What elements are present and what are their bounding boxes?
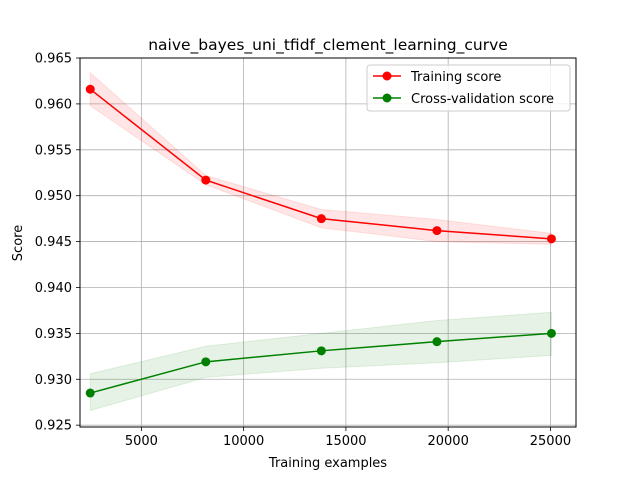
y-tick-label: 0.935 <box>35 327 72 342</box>
y-axis-ticks: 0.925 0.930 0.935 0.940 0.945 0.950 0.955 0.960… <box>35 52 80 434</box>
y-tick-label: 0.925 <box>35 419 72 434</box>
y-tick-label: 0.945 <box>35 235 72 250</box>
cross-validation-score-point <box>432 337 442 347</box>
legend-cv-marker <box>382 93 392 103</box>
y-tick-label: 0.965 <box>35 52 72 67</box>
y-tick-label: 0.940 <box>35 281 72 296</box>
cross-validation-score-band <box>89 311 552 412</box>
y-tick-label: 0.950 <box>35 189 72 204</box>
x-tick-label: 10000 <box>223 434 264 449</box>
plot-frame <box>79 57 577 428</box>
legend-training-marker <box>382 71 392 81</box>
training-score-point <box>85 84 95 94</box>
confidence-bands <box>89 71 552 412</box>
legend-box <box>366 64 571 112</box>
training-score-point <box>432 226 442 236</box>
x-tick-label: 20000 <box>427 434 468 449</box>
training-score-point <box>546 234 556 244</box>
chart-title: naive_bayes_uni_tfidf_clement_learning_c… <box>148 36 508 55</box>
y-axis-label: Score <box>11 225 26 261</box>
training-score-band <box>89 71 552 245</box>
cross-validation-score-point <box>85 388 95 398</box>
x-axis-label: Training examples <box>268 456 387 471</box>
legend-cv-label: Cross-validation score <box>411 92 554 107</box>
y-tick-label: 0.930 <box>35 373 72 388</box>
cross-validation-score-point <box>546 328 556 338</box>
training-score-point <box>316 214 326 224</box>
legend-training-label: Training score <box>410 70 501 85</box>
x-tick-label: 25000 <box>530 434 571 449</box>
cross-validation-score-point <box>316 346 326 356</box>
cross-validation-score-point <box>201 357 211 367</box>
legend: Training score Cross-validation score <box>366 64 571 112</box>
x-tick-label: 15000 <box>325 434 366 449</box>
y-tick-label: 0.955 <box>35 143 72 158</box>
training-score-point <box>201 175 211 185</box>
y-tick-label: 0.960 <box>35 97 72 112</box>
x-axis-ticks: 5000 10000 15000 20000 25000 <box>125 427 571 449</box>
x-tick-label: 5000 <box>125 434 158 449</box>
series-points <box>85 84 556 398</box>
